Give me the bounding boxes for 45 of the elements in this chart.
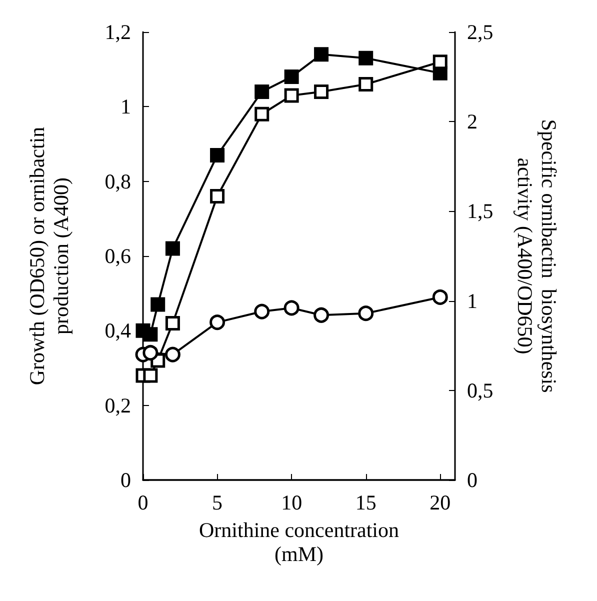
y2-axis-title: Specific ornibactin biosynthesis activity (A400/OD650) <box>513 119 561 393</box>
y2-tick-label: 0 <box>467 468 478 492</box>
point <box>358 77 374 92</box>
point <box>254 106 270 122</box>
y2-tick-label: 0,5 <box>467 378 494 402</box>
y2-tick-label: 1 <box>467 288 478 313</box>
y-tick-label: 1 <box>120 94 131 119</box>
point <box>210 314 226 330</box>
point <box>432 289 448 305</box>
point <box>143 327 158 342</box>
point <box>284 88 299 103</box>
point <box>210 189 225 204</box>
y2-tick-label: 2,5 <box>467 20 494 44</box>
point <box>284 70 299 84</box>
x-tick-label: 15 <box>355 490 376 514</box>
point <box>432 54 448 70</box>
point <box>142 345 158 361</box>
point <box>165 241 180 256</box>
y-tick-label: 0,4 <box>104 318 132 343</box>
point <box>143 368 158 383</box>
point <box>358 50 374 66</box>
y-tick-label: 0,2 <box>104 393 131 418</box>
point <box>164 346 180 362</box>
y-tick-label: 1,2 <box>104 20 131 44</box>
x-tick-label: 5 <box>212 490 223 514</box>
x-axis-title: Ornithine concentration (mM) <box>198 518 400 566</box>
point <box>314 47 329 62</box>
x-tick-label: 10 <box>281 490 302 514</box>
point <box>254 84 270 99</box>
point <box>150 297 166 312</box>
y-tick-label: 0 <box>120 468 131 492</box>
point <box>314 84 329 99</box>
y-tick-label: 0,8 <box>104 169 131 194</box>
y2-tick-label: 2 <box>467 110 478 134</box>
point <box>284 300 300 316</box>
y-tick-label: 0,6 <box>104 244 131 268</box>
point <box>254 304 270 320</box>
point <box>165 316 180 330</box>
point <box>314 307 330 323</box>
point <box>358 306 374 322</box>
x-tick-label: 20 <box>430 490 451 514</box>
point <box>210 148 225 162</box>
y2-tick-label: 1,5 <box>467 199 494 224</box>
y-axis-title: Growth (OD650) or ornibactin production (A400) <box>25 126 73 386</box>
x-tick-label: 0 <box>138 490 148 514</box>
